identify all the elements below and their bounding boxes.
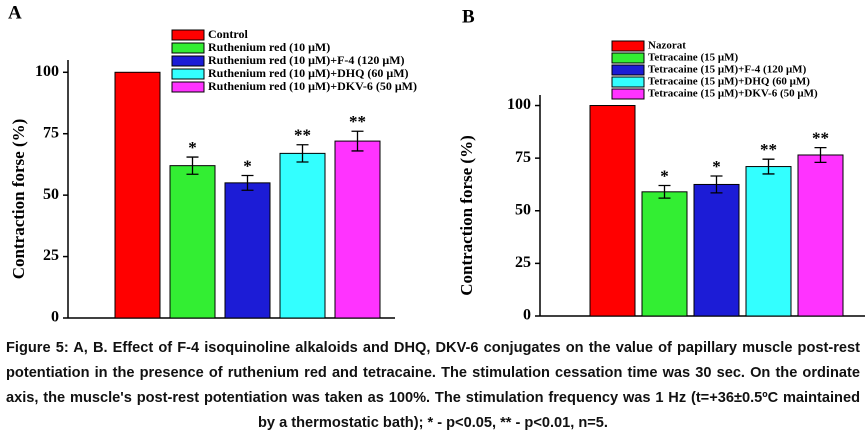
legend-label: Tetracaine (15 μM)+DKV-6 (50 μM) <box>648 88 818 100</box>
legend-label: Nazorat <box>648 40 686 52</box>
bar <box>114 71 161 319</box>
figure: A Contraction forse (%) 0 25 50 75 100 Control *… <box>8 2 865 326</box>
error-bar <box>814 146 827 164</box>
y-tick-label: 50 <box>515 201 531 218</box>
significance: ** <box>812 129 829 148</box>
error-bar <box>296 144 309 163</box>
legend-swatch <box>171 42 205 54</box>
y-tick-label: 75 <box>515 149 531 166</box>
legend-label: Ruthenium red (10 μM)+DHQ (60 μM) <box>208 66 409 80</box>
bar <box>169 165 216 319</box>
panel-label: A <box>8 2 22 23</box>
legend-label: Tetracaine (15 μM) <box>648 52 738 64</box>
bar <box>641 191 688 317</box>
legend-swatch <box>611 52 645 64</box>
legend-swatch <box>171 68 205 80</box>
legend-swatch <box>171 29 205 41</box>
y-tick-label: 25 <box>43 247 59 264</box>
bar <box>224 182 271 319</box>
error-bar <box>241 174 254 191</box>
legend-label: Tetracaine (15 μM)+DHQ (60 μM) <box>648 76 810 88</box>
legend-label: Ruthenium red (10 μM)+DKV-6 (50 μM) <box>208 79 417 93</box>
bar <box>745 166 792 317</box>
error-bar <box>710 175 723 194</box>
legend-swatch <box>611 40 645 52</box>
caption: Figure 5: A, B. Effect of F-4 isoquinoli… <box>6 340 860 431</box>
y-tick-label: 100 <box>35 63 59 80</box>
bar <box>693 183 740 317</box>
error-bar <box>186 156 199 175</box>
y-tick-label: 0 <box>523 307 531 324</box>
legend-label: Ruthenium red (10 μM)+F-4 (120 μM) <box>208 53 405 67</box>
significance: ** <box>349 112 366 131</box>
legend-label: Ruthenium red (10 μM) <box>208 40 330 54</box>
bar <box>334 140 381 319</box>
error-bar <box>351 130 364 152</box>
significance: ** <box>760 140 777 159</box>
significance: ** <box>294 126 311 145</box>
bar <box>589 105 636 317</box>
y-tick-label: 75 <box>43 124 59 141</box>
y-axis-label: Contraction forse (%) <box>9 119 28 280</box>
y-axis-label: Contraction forse (%) <box>457 135 476 296</box>
panel-label: B <box>462 6 475 27</box>
error-bar <box>762 158 775 175</box>
legend-label: Tetracaine (15 μM)+F-4 (120 μM) <box>648 64 807 76</box>
y-tick-label: 25 <box>515 254 531 271</box>
bar <box>279 152 326 319</box>
significance: * <box>660 166 669 185</box>
significance: * <box>188 138 197 157</box>
legend-swatch <box>171 55 205 67</box>
legend-swatch <box>611 76 645 88</box>
legend-swatch <box>611 64 645 76</box>
y-tick-label: 50 <box>43 186 59 203</box>
error-bar <box>658 184 671 199</box>
significance: * <box>243 156 252 175</box>
legend-label: Control <box>208 27 248 41</box>
significance: * <box>712 157 721 176</box>
y-tick-label: 100 <box>507 96 531 113</box>
legend-swatch <box>171 81 205 93</box>
legend-swatch <box>611 88 645 100</box>
y-tick-label: 0 <box>51 309 59 326</box>
bar <box>797 154 844 317</box>
